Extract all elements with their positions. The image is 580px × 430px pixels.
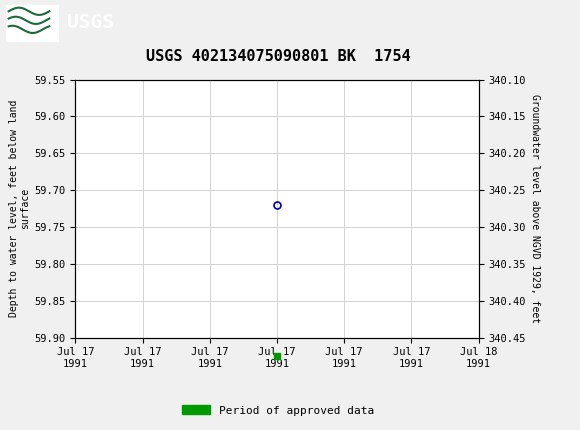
Text: USGS: USGS [67, 13, 114, 32]
Text: USGS 402134075090801 BK  1754: USGS 402134075090801 BK 1754 [146, 49, 411, 64]
Bar [6, 4, 58, 41]
Y-axis label: Depth to water level, feet below land
surface: Depth to water level, feet below land su… [9, 100, 30, 317]
Y-axis label: Groundwater level above NGVD 1929, feet: Groundwater level above NGVD 1929, feet [530, 94, 540, 323]
Legend: Period of approved data: Period of approved data [178, 401, 379, 420]
